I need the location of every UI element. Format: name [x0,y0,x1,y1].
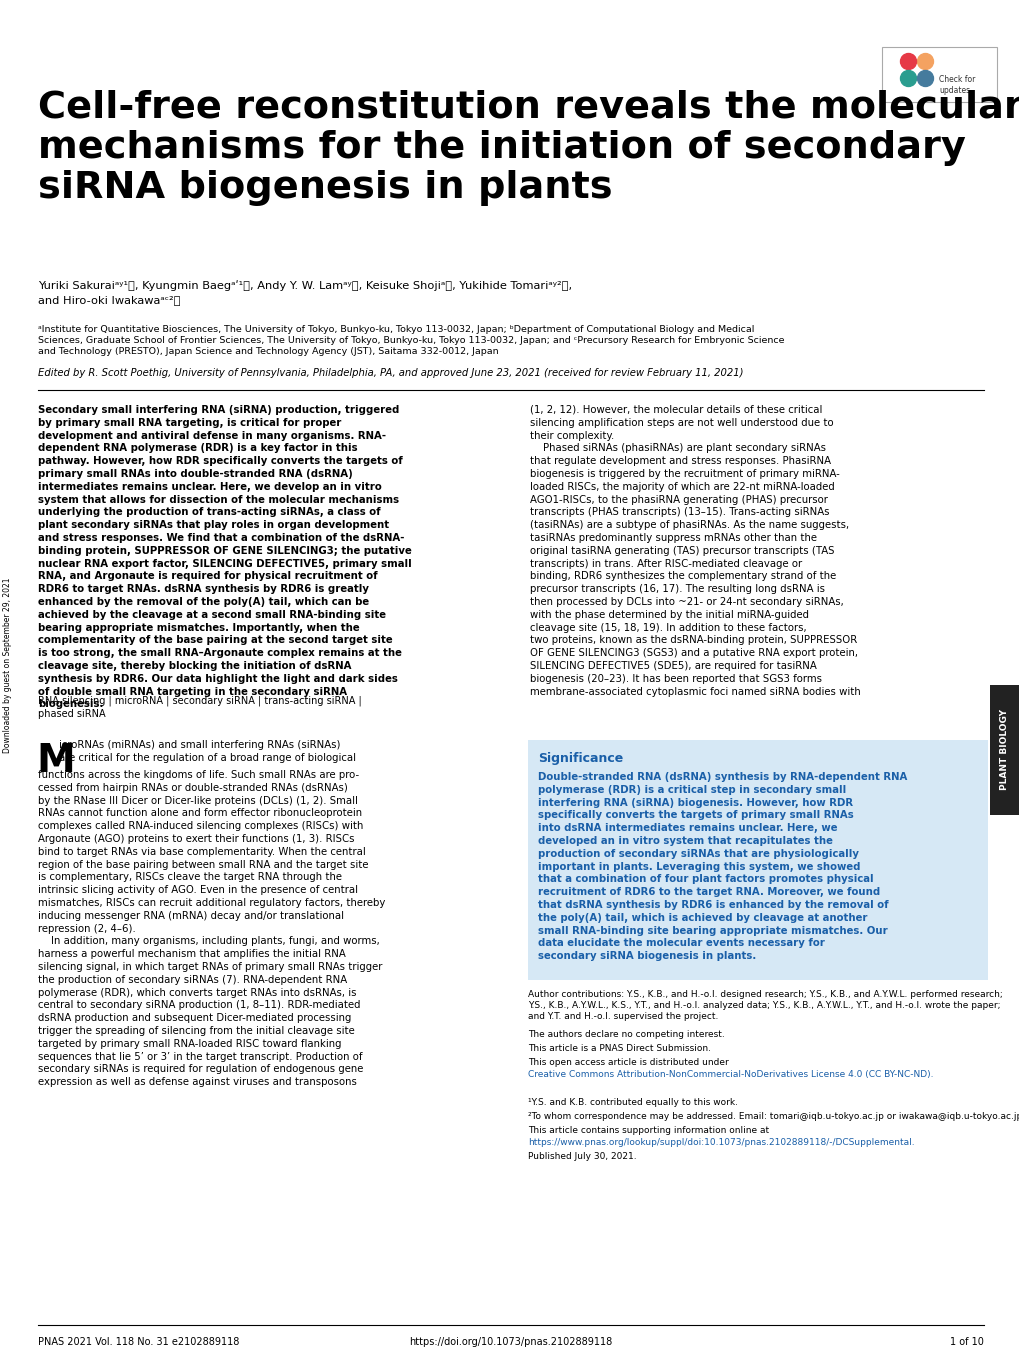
Text: Yuriki Sakuraiᵃʸ¹ⓘ, Kyungmin Baegᵃʹ¹ⓘ, Andy Y. W. Lamᵃʸⓘ, Keisuke Shojiᵃⓘ, Yukih: Yuriki Sakuraiᵃʸ¹ⓘ, Kyungmin Baegᵃʹ¹ⓘ, A… [38,280,572,304]
Circle shape [900,71,916,86]
Text: Check for
updates: Check for updates [938,75,974,96]
Text: Edited by R. Scott Poethig, University of Pennsylvania, Philadelphia, PA, and ap: Edited by R. Scott Poethig, University o… [38,369,743,378]
Text: Downloaded by guest on September 29, 2021: Downloaded by guest on September 29, 202… [3,577,12,752]
Text: https://www.pnas.org/lookup/suppl/doi:10.1073/pnas.2102889118/-/DCSupplemental.: https://www.pnas.org/lookup/suppl/doi:10… [528,1138,914,1147]
Text: Published July 30, 2021.: Published July 30, 2021. [528,1152,636,1162]
Text: https://doi.org/10.1073/pnas.2102889118: https://doi.org/10.1073/pnas.2102889118 [409,1336,612,1347]
Text: icroRNAs (miRNAs) and small interfering RNAs (siRNAs)
are critical for the regul: icroRNAs (miRNAs) and small interfering … [59,740,356,763]
Text: Cell-free reconstitution reveals the molecular
mechanisms for the initiation of : Cell-free reconstitution reveals the mol… [38,90,1019,206]
FancyBboxPatch shape [881,46,996,102]
Text: PLANT BIOLOGY: PLANT BIOLOGY [1000,710,1009,790]
Text: The authors declare no competing interest.: The authors declare no competing interes… [528,1031,725,1039]
Circle shape [916,53,932,70]
Text: ¹Y.S. and K.B. contributed equally to this work.: ¹Y.S. and K.B. contributed equally to th… [528,1097,738,1107]
Circle shape [900,53,916,70]
Text: Author contributions: Y.S., K.B., and H.-o.I. designed research; Y.S., K.B., and: Author contributions: Y.S., K.B., and H.… [528,990,1002,1021]
Text: Creative Commons Attribution-NonCommercial-NoDerivatives License 4.0 (CC BY-NC-N: Creative Commons Attribution-NonCommerci… [528,1070,932,1078]
Text: Significance: Significance [537,752,623,764]
Text: (1, 2, 12). However, the molecular details of these critical
silencing amplifica: (1, 2, 12). However, the molecular detai… [530,405,860,696]
Text: Double-stranded RNA (dsRNA) synthesis by RNA-dependent RNA
polymerase (RDR) is a: Double-stranded RNA (dsRNA) synthesis by… [537,773,907,961]
FancyBboxPatch shape [528,740,987,980]
Text: 1 of 10: 1 of 10 [949,1336,983,1347]
Text: This open access article is distributed under: This open access article is distributed … [528,1058,731,1067]
Text: M: M [36,743,74,779]
Text: This article is a PNAS Direct Submission.: This article is a PNAS Direct Submission… [528,1044,710,1052]
Text: functions across the kingdoms of life. Such small RNAs are pro-
cessed from hair: functions across the kingdoms of life. S… [38,770,385,1087]
Text: ᵃInstitute for Quantitative Biosciences, The University of Tokyo, Bunkyo-ku, Tok: ᵃInstitute for Quantitative Biosciences,… [38,325,784,356]
Text: ²To whom correspondence may be addressed. Email: tomari@iqb.u-tokyo.ac.jp or iwa: ²To whom correspondence may be addressed… [528,1112,1019,1121]
Circle shape [916,71,932,86]
Text: RNA silencing | microRNA | secondary siRNA | trans-acting siRNA |
phased siRNA: RNA silencing | microRNA | secondary siR… [38,695,362,719]
Text: PNAS 2021 Vol. 118 No. 31 e2102889118: PNAS 2021 Vol. 118 No. 31 e2102889118 [38,1336,239,1347]
Text: This article contains supporting information online at: This article contains supporting informa… [528,1126,771,1136]
FancyBboxPatch shape [989,685,1019,815]
Text: Secondary small interfering RNA (siRNA) production, triggered
by primary small R: Secondary small interfering RNA (siRNA) … [38,405,412,710]
